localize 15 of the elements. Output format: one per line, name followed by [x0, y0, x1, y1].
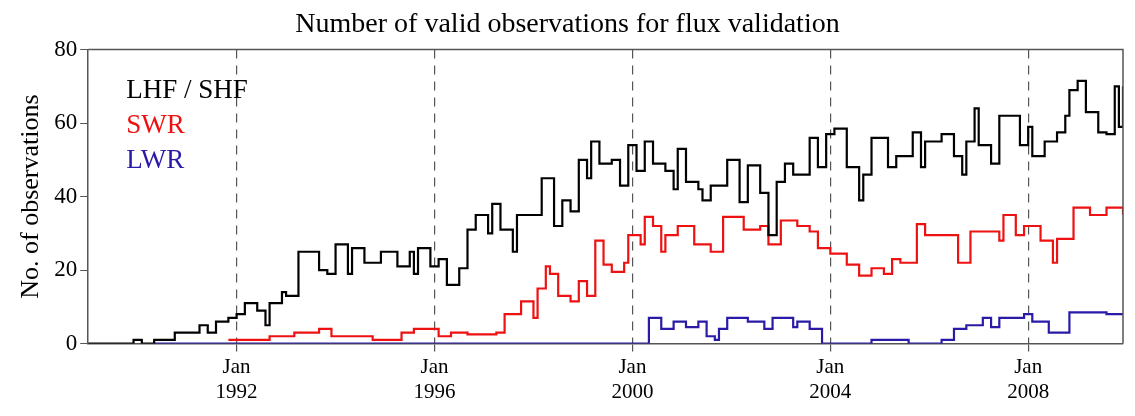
text: LHF / SHF — [126, 74, 248, 105]
y-tick-label: 20 — [54, 256, 78, 282]
x-tick-label: Jan 2004 — [809, 353, 852, 403]
text: SWR — [126, 109, 185, 140]
x-tick-label: Jan 2008 — [1007, 353, 1050, 403]
y-tick-label: 60 — [54, 109, 78, 135]
y-axis-title: No. of observations — [15, 94, 45, 299]
x-tick-label: Jan 2000 — [611, 353, 654, 403]
y-tick-label: 80 — [54, 35, 78, 61]
y-tick-label: 0 — [65, 329, 78, 355]
chart-title: Number of valid observations for flux validation — [295, 7, 840, 39]
x-tick-label: Jan 1992 — [215, 353, 258, 403]
x-tick-label: Jan 1996 — [413, 353, 456, 403]
y-tick-label: 40 — [54, 182, 78, 208]
text: LWR — [126, 144, 185, 175]
